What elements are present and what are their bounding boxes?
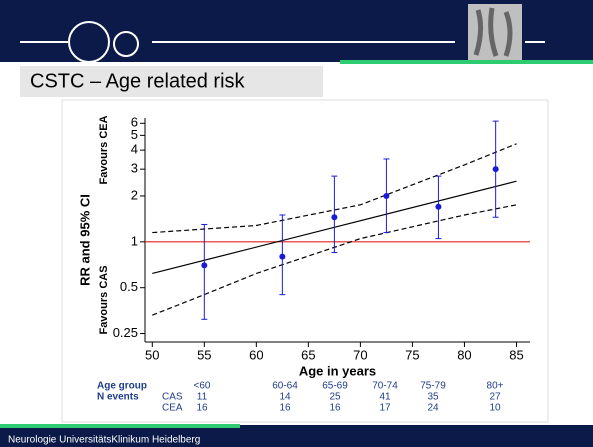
table-series-label: CAS [162,392,183,403]
table-cell: 11 [197,392,208,403]
x-tick-label: 50 [145,347,159,362]
point [383,193,389,199]
table-group: <60 [194,381,211,392]
table-cell: 27 [489,392,501,403]
table-group: 70-74 [372,381,398,392]
x-tick-label: 55 [197,347,211,362]
x-tick-label: 65 [301,347,315,362]
annotation: Favours CEA [98,115,110,184]
x-tick-label: 70 [353,347,367,362]
table-cell: 17 [379,403,391,414]
table-cell: 35 [427,392,439,403]
y-tick-label: 6 [131,115,138,130]
table-series-label: CEA [162,403,183,414]
x-tick-label: 80 [457,347,471,362]
y-tick-label: 0.5 [120,279,138,294]
y-tick-label: 1 [131,233,138,248]
point [493,166,499,172]
table-cell: 41 [379,392,391,403]
point [435,204,441,210]
x-tick-label: 60 [249,347,263,362]
annotation: Favours CAS [98,265,110,334]
x-axis-title: Age in years [299,363,376,378]
y-tick-label: 0.25 [113,325,138,340]
table-cell: 16 [329,403,341,414]
table-row-label: N events [97,392,139,403]
table-group: 75-79 [420,381,446,392]
y-tick-label: 4 [131,142,138,157]
table-group: 80+ [487,381,504,392]
y-tick-label: 3 [131,161,138,176]
slide: CSTC – Age related risk Neurologie Unive… [0,0,593,447]
y-tick-label: 2 [131,187,138,202]
point [331,214,337,220]
table-cell: 16 [196,403,208,414]
y-axis-title: RR and 95% CI [77,194,92,286]
footer-text: Neurologie UniversitätsKlinikum Heidelbe… [8,435,200,446]
table-cell: 10 [489,403,501,414]
table-cell: 24 [427,403,439,414]
table-group: 65-69 [322,381,348,392]
table-cell: 25 [329,392,341,403]
table-group: 60-64 [272,381,298,392]
table-cell: 14 [279,392,291,403]
table-header: Age group [97,381,147,392]
point [201,262,207,268]
x-tick-label: 85 [509,347,523,362]
point [279,254,285,260]
table-cell: 16 [279,403,291,414]
slide-title: CSTC – Age related risk [30,70,246,92]
page: {"slide_title": "CSTC – Age related risk… [0,0,593,447]
x-tick-label: 75 [405,347,419,362]
